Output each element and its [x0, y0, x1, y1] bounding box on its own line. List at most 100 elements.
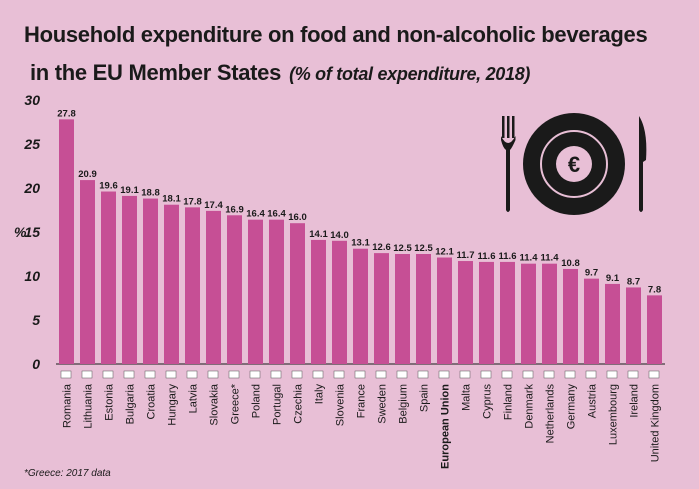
- bar: [374, 253, 389, 364]
- bar: [584, 278, 599, 364]
- x-tick-label: Belgium: [398, 384, 410, 424]
- bar: [605, 283, 620, 364]
- x-tick-label: Czechia: [293, 383, 305, 424]
- chart-title-line2-text: in the EU Member States: [30, 60, 282, 85]
- y-tick-label: 0: [32, 356, 40, 372]
- bar: [626, 287, 641, 364]
- bar: [353, 248, 368, 364]
- x-tick-label: Portugal: [272, 384, 284, 425]
- bar-value-label: 9.7: [585, 268, 598, 279]
- bar-value-label: 16.4: [267, 209, 286, 220]
- x-tick-label: France: [356, 384, 368, 418]
- flag-icon: [186, 370, 198, 379]
- flag-icon: [81, 370, 93, 379]
- bar: [647, 295, 662, 364]
- flag-icon: [312, 370, 324, 379]
- bar: [542, 263, 557, 364]
- flag-icon: [270, 370, 282, 379]
- chart-title-line2: in the EU Member States (% of total expen…: [30, 60, 530, 86]
- x-tick-label: Hungary: [167, 384, 179, 426]
- y-tick-label: 20: [23, 180, 40, 196]
- bar-value-label: 8.7: [627, 276, 640, 287]
- bar: [164, 204, 179, 364]
- bar: [458, 261, 473, 364]
- x-tick-label: Spain: [419, 384, 431, 412]
- bar-value-label: 18.8: [141, 188, 160, 199]
- flag-icon: [564, 370, 576, 379]
- x-tick-label: Malta: [461, 383, 473, 411]
- bar-value-label: 20.9: [78, 169, 97, 180]
- bar-value-label: 12.1: [435, 247, 454, 258]
- x-tick-label: Finland: [503, 384, 515, 420]
- x-tick-label: Latvia: [188, 383, 200, 413]
- flag-icon: [480, 370, 492, 379]
- bar: [290, 223, 305, 364]
- bar-value-label: 10.8: [561, 258, 580, 269]
- flag-icon: [459, 370, 471, 379]
- flag-icon: [60, 370, 72, 379]
- flag-icon: [165, 370, 177, 379]
- bar: [416, 254, 431, 364]
- bar-value-label: 11.7: [457, 250, 475, 261]
- flag-icon: [438, 370, 450, 379]
- flag-icon: [543, 370, 555, 379]
- y-tick-label: 10: [24, 268, 40, 284]
- flag-icon: [648, 370, 660, 379]
- flag-icon: [207, 370, 219, 379]
- bar-value-label: 9.1: [606, 273, 620, 284]
- flag-icon: [123, 370, 135, 379]
- bar: [500, 261, 515, 364]
- y-tick-label: 25: [23, 136, 40, 152]
- x-tick-label: Slovakia: [209, 383, 221, 425]
- x-tick-label: Bulgaria: [125, 383, 137, 424]
- bar-value-label: 16.4: [246, 209, 265, 220]
- bar: [332, 240, 347, 364]
- flag-icon: [396, 370, 408, 379]
- y-tick-label: 30: [24, 92, 40, 108]
- x-tick-label: European Union: [440, 384, 452, 469]
- bar: [143, 198, 158, 364]
- bar-value-label: 18.1: [162, 194, 181, 205]
- flag-icon: [585, 370, 597, 379]
- bar: [206, 210, 221, 364]
- bar: [563, 268, 578, 364]
- flag-icon: [228, 370, 240, 379]
- bar-value-label: 11.6: [499, 251, 517, 262]
- bar-value-label: 11.4: [520, 253, 539, 264]
- flag-icon: [375, 370, 387, 379]
- x-tick-label: United Kingdom: [650, 384, 662, 462]
- bar-value-label: 16.0: [288, 212, 307, 223]
- bar: [227, 215, 242, 364]
- flag-icon: [144, 370, 156, 379]
- x-tick-label: Netherlands: [545, 384, 557, 444]
- footnote: *Greece: 2017 data: [24, 468, 111, 479]
- bar-value-label: 27.8: [57, 108, 76, 119]
- bar-value-label: 12.5: [414, 243, 433, 254]
- bar-value-label: 13.1: [351, 238, 370, 249]
- x-tick-label: Sweden: [377, 384, 389, 424]
- bar-value-label: 14.1: [309, 229, 328, 240]
- flag-icon: [501, 370, 513, 379]
- bar: [437, 257, 452, 364]
- bar-value-label: 17.8: [183, 196, 202, 207]
- plate-fork-knife-euro-icon: €: [501, 113, 647, 215]
- bar-value-label: 11.4: [541, 253, 560, 264]
- bar-value-label: 12.6: [372, 242, 391, 253]
- x-tick-label: Germany: [566, 384, 578, 430]
- bar: [395, 254, 410, 364]
- flag-icon: [333, 370, 345, 379]
- flag-icon: [291, 370, 303, 379]
- bar: [185, 207, 200, 364]
- flag-icon: [249, 370, 261, 379]
- y-tick-label: 5: [32, 312, 40, 328]
- bar: [479, 261, 494, 364]
- flag-icon: [606, 370, 618, 379]
- x-tick-label: Italy: [314, 384, 326, 405]
- bar: [248, 219, 263, 364]
- x-tick-label: Luxembourg: [608, 384, 620, 445]
- x-tick-label: Cyprus: [482, 384, 494, 419]
- bar-value-label: 17.4: [204, 200, 223, 211]
- x-tick-label: Austria: [587, 383, 599, 418]
- x-tick-label: Lithuania: [83, 383, 95, 429]
- x-tick-label: Croatia: [146, 383, 158, 419]
